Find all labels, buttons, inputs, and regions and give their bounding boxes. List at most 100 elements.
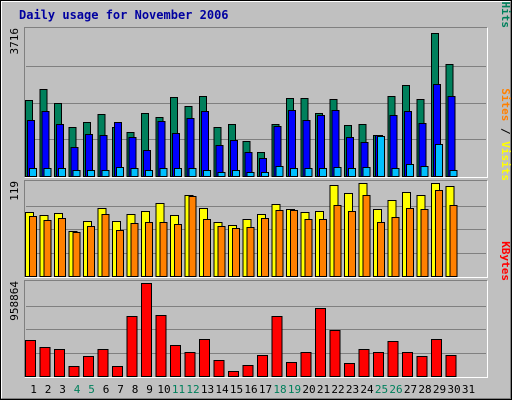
- bar-kbytes: [271, 316, 283, 377]
- bar-sites: [435, 190, 443, 277]
- panel-hits-files-pages: 3716 Pages / Files / Hits: [8, 0, 512, 178]
- bar-kbytes: [358, 349, 370, 377]
- bar-kbytes: [213, 360, 225, 377]
- bar-pages: [232, 170, 240, 177]
- bar-pages: [391, 168, 400, 177]
- bar-files: [288, 110, 296, 177]
- day-label: 30: [447, 383, 460, 396]
- bar-pages: [261, 172, 269, 177]
- bar-kbytes: [344, 363, 355, 377]
- bar-kbytes: [155, 315, 167, 377]
- bar-kbytes: [97, 349, 109, 377]
- bar-kbytes: [112, 366, 123, 377]
- day-axis: 1 2 3 4 5 6 7 8 9 10 11 12 13 14 15 16 17 18 19 20 21 22 23 24 2…: [30, 383, 475, 396]
- day-label: 11: [172, 383, 185, 396]
- bar-pages: [87, 170, 95, 177]
- bar-sites: [275, 210, 284, 277]
- bar-pages: [188, 168, 197, 177]
- bar-pages: [130, 168, 139, 177]
- bar-pages: [217, 172, 226, 177]
- bar-sites: [232, 228, 240, 277]
- bar-sites: [420, 209, 429, 277]
- legend-sites: Sites: [499, 88, 512, 121]
- bar-sites: [391, 217, 400, 277]
- bar-kbytes: [300, 352, 312, 377]
- day-label: 5: [88, 383, 95, 396]
- bar-pages: [72, 170, 81, 177]
- bar-sites: [87, 226, 95, 277]
- bar-pages: [29, 168, 37, 177]
- bar-pages: [420, 166, 429, 177]
- day-label: 26: [389, 383, 402, 396]
- bar-sites: [319, 219, 327, 277]
- bar-sites: [188, 196, 197, 277]
- legend: Pages / Files / Hits: [499, 0, 512, 28]
- bar-kbytes: [68, 366, 80, 377]
- bar-files: [317, 115, 325, 177]
- bar-pages: [101, 170, 110, 177]
- bar-sites: [377, 222, 385, 277]
- day-label: 1: [30, 383, 37, 396]
- bar-pages: [58, 168, 66, 177]
- bar-pages: [435, 144, 443, 177]
- day-label: 23: [346, 383, 359, 396]
- bar-pages: [377, 136, 385, 177]
- bar-kbytes: [402, 352, 413, 377]
- bar-kbytes: [83, 356, 94, 377]
- bar-kbytes: [141, 283, 152, 377]
- day-label: 24: [360, 383, 374, 396]
- day-label: 28: [418, 383, 431, 396]
- bar-sites: [290, 210, 298, 277]
- bar-pages: [203, 170, 211, 177]
- bar-pages: [159, 168, 168, 177]
- bar-files: [186, 118, 195, 177]
- bar-pages: [275, 166, 284, 177]
- bar-sites: [333, 205, 342, 277]
- bar-pages: [348, 168, 356, 177]
- bar-sites: [246, 227, 255, 277]
- legend-hits: Hits: [499, 2, 512, 29]
- bar-pages: [406, 164, 414, 177]
- bar-sites: [58, 218, 66, 277]
- day-label: 22: [331, 383, 344, 396]
- legend: Sites / Visits: [499, 88, 512, 181]
- bar-sites: [406, 208, 414, 277]
- bar-kbytes: [184, 352, 196, 377]
- day-label: 6: [103, 383, 110, 396]
- bar-pages: [362, 167, 371, 177]
- y-max-label: 958864: [8, 281, 21, 321]
- bar-kbytes: [373, 352, 384, 377]
- bar-files: [41, 111, 50, 177]
- day-label: 9: [146, 383, 153, 396]
- bar-sites: [116, 230, 124, 277]
- bar-kbytes: [416, 356, 428, 377]
- day-label: 18: [273, 383, 286, 396]
- bar-sites: [29, 216, 37, 277]
- bar-pages: [174, 168, 182, 177]
- bar-pages: [449, 170, 458, 177]
- bar-kbytes: [445, 355, 457, 377]
- day-label: 29: [433, 383, 446, 396]
- day-label: 25: [375, 383, 388, 396]
- bar-pages: [319, 168, 327, 177]
- bar-kbytes: [199, 339, 210, 377]
- day-label: 17: [259, 383, 272, 396]
- y-max-label: 3716: [8, 28, 21, 55]
- bar-kbytes: [286, 362, 297, 377]
- day-label: 20: [302, 383, 315, 396]
- bar-pages: [333, 167, 342, 177]
- day-label: 7: [117, 383, 124, 396]
- day-label: 15: [230, 383, 243, 396]
- legend-separator: /: [499, 121, 512, 141]
- bar-sites: [43, 220, 52, 277]
- bar-sites: [261, 218, 269, 277]
- panel-bevel-dark: [24, 280, 488, 378]
- panel-bevel-light: [24, 180, 488, 278]
- day-label: 21: [317, 383, 330, 396]
- legend-visits: Visits: [499, 141, 512, 181]
- day-label: 27: [404, 383, 417, 396]
- panel-bevel-dark: [24, 27, 488, 178]
